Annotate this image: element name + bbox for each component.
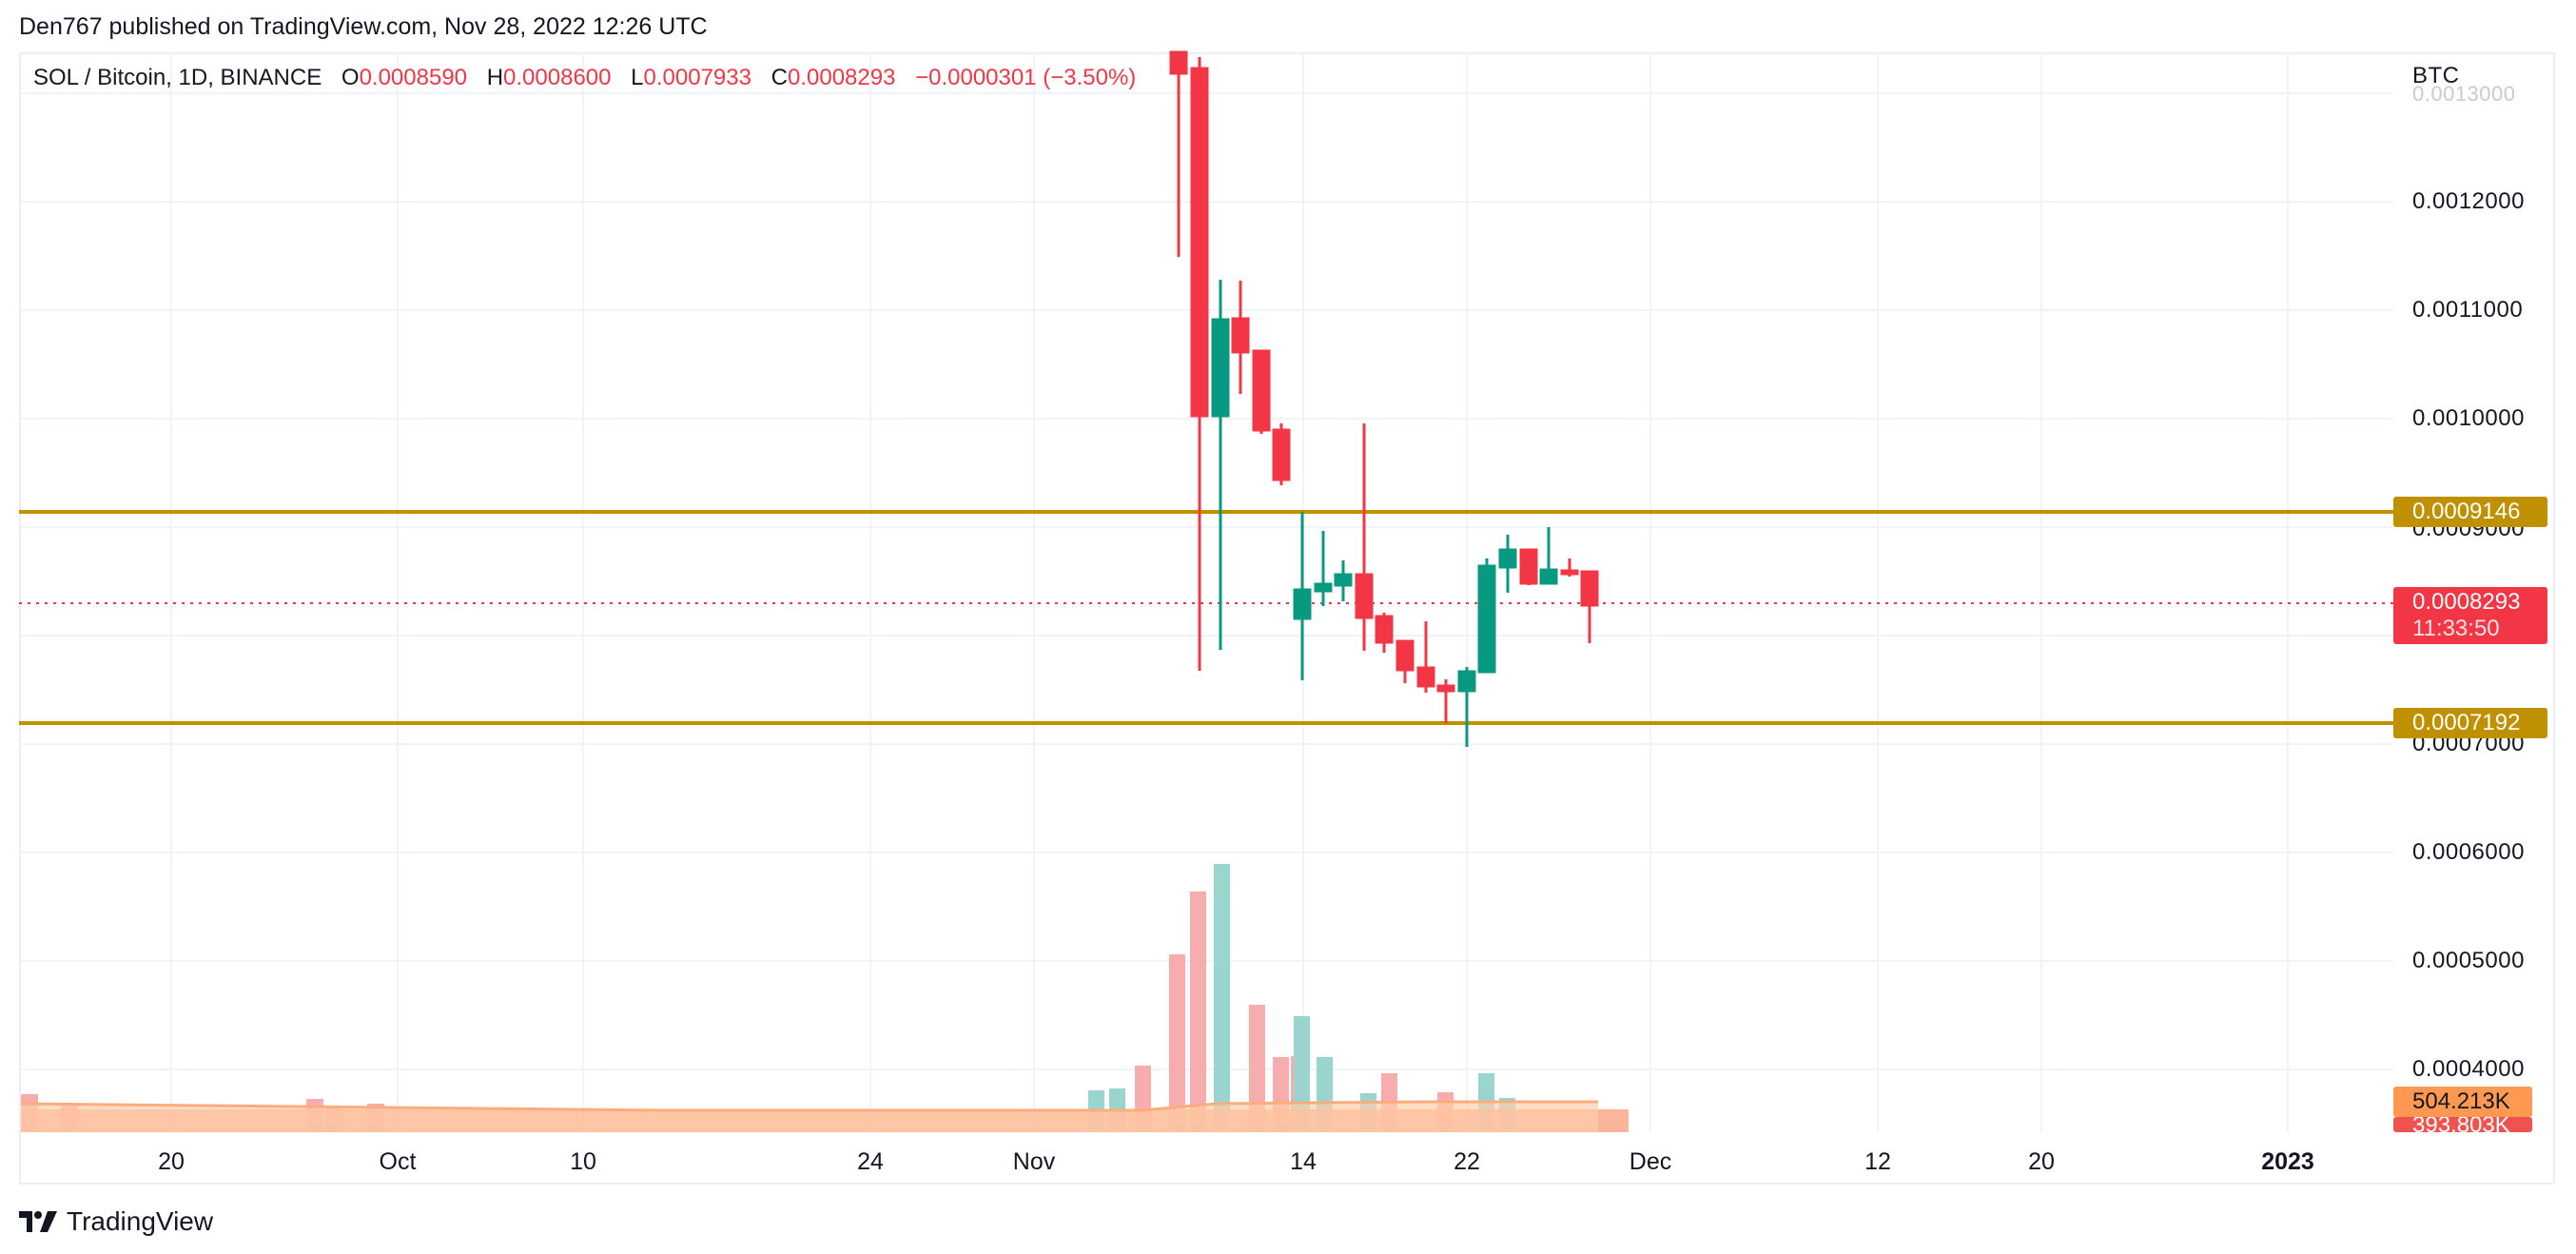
time-label: 20: [2028, 1148, 2055, 1175]
currency-label[interactable]: BTC: [2412, 63, 2460, 88]
price-tick: 0.0006000: [2412, 839, 2525, 865]
volume-ma-tag: 504.213K: [2393, 1087, 2532, 1117]
time-label: 12: [1864, 1148, 1891, 1175]
low-label: L: [631, 65, 644, 90]
time-label: 24: [857, 1148, 884, 1175]
tradingview-footer[interactable]: TradingView: [19, 1206, 213, 1237]
close-value: 0.0008293: [787, 65, 896, 90]
time-label: 10: [570, 1148, 596, 1175]
current-price-value: 0.0008293: [2412, 589, 2521, 615]
price-tick: 0.0005000: [2412, 948, 2525, 973]
volume-histogram: [20, 864, 1629, 1132]
price-tick: 0.0012000: [2412, 188, 2525, 214]
price-tick: 0.0011000: [2412, 297, 2524, 323]
grid-horizontal: [21, 92, 2393, 1070]
candles: [1169, 50, 1599, 747]
price-tick: 0.0004000: [2412, 1056, 2525, 1082]
time-label: 14: [1290, 1148, 1317, 1175]
chart-pane[interactable]: [19, 52, 2555, 1185]
time-label: Nov: [1012, 1148, 1056, 1175]
publish-info: Den767 published on TradingView.com, Nov…: [19, 13, 708, 40]
change-value: −0.0000301 (−3.50%): [915, 65, 1137, 90]
volume-tag: 393.803K: [2393, 1117, 2532, 1132]
price-tick: 0.0013000: [2412, 82, 2516, 106]
time-label: 20: [158, 1148, 185, 1175]
time-label-year: 2023: [2261, 1148, 2314, 1175]
support-tag: 0.0007192: [2393, 708, 2547, 738]
chart-legend: SOL / Bitcoin, 1D, BINANCE O0.0008590 H0…: [33, 65, 1136, 91]
current-price-tag: 0.0008293 11:33:50: [2393, 587, 2547, 644]
time-label: 22: [1454, 1148, 1480, 1175]
high-label: H: [486, 65, 504, 90]
brand-name: TradingView: [67, 1206, 214, 1236]
low-value: 0.0007933: [643, 65, 751, 90]
grid-vertical: [170, 54, 2289, 1132]
close-label: C: [771, 65, 788, 90]
tradingview-logo-icon: [19, 1211, 57, 1232]
open-label: O: [341, 65, 360, 90]
resistance-tag: 0.0009146: [2393, 497, 2547, 527]
high-value: 0.0008600: [503, 65, 612, 90]
bar-countdown: 11:33:50: [2412, 616, 2500, 641]
time-label: Dec: [1629, 1148, 1672, 1175]
price-tick: 0.0010000: [2412, 405, 2525, 431]
symbol-label[interactable]: SOL / Bitcoin, 1D, BINANCE: [33, 65, 322, 90]
time-label: Oct: [379, 1148, 417, 1175]
open-value: 0.0008590: [359, 65, 468, 90]
